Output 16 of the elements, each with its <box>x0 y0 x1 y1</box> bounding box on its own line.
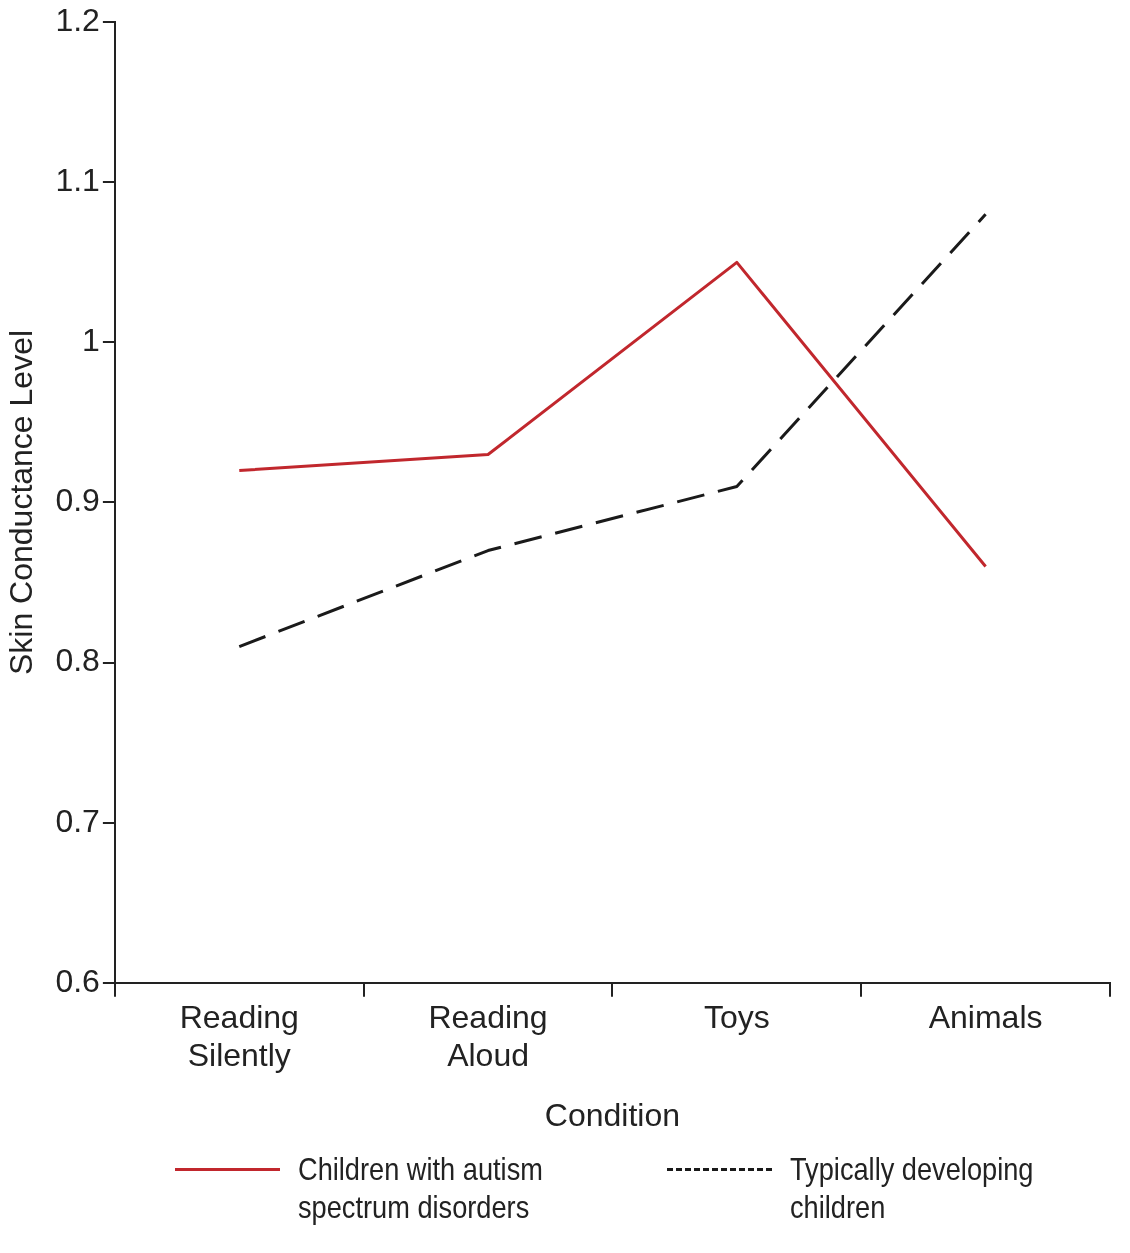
legend-label: Typically developing children <box>790 1150 1035 1226</box>
line-series <box>237 212 988 649</box>
y-tick-label: 0.6 <box>55 962 100 999</box>
legend-label: Children with autism spectrum disorders <box>298 1150 544 1226</box>
x-axis-title: Condition <box>544 1096 681 1133</box>
y-tick-label: 0.8 <box>55 642 100 679</box>
x-tick-label: Animals <box>928 998 1043 1035</box>
y-tick-label: 0.7 <box>55 802 100 839</box>
x-tick-label: Reading Silently <box>179 998 299 1074</box>
y-tick-label: 1 <box>82 322 100 359</box>
y-tick-label: 0.9 <box>55 482 100 519</box>
y-tick-label: 1.1 <box>55 162 100 199</box>
x-tick-label: Toys <box>703 998 770 1035</box>
x-tick-label: Reading Aloud <box>428 998 548 1074</box>
y-tick-label: 1.2 <box>55 2 100 39</box>
y-axis-title: Skin Conductance Level <box>3 329 40 676</box>
